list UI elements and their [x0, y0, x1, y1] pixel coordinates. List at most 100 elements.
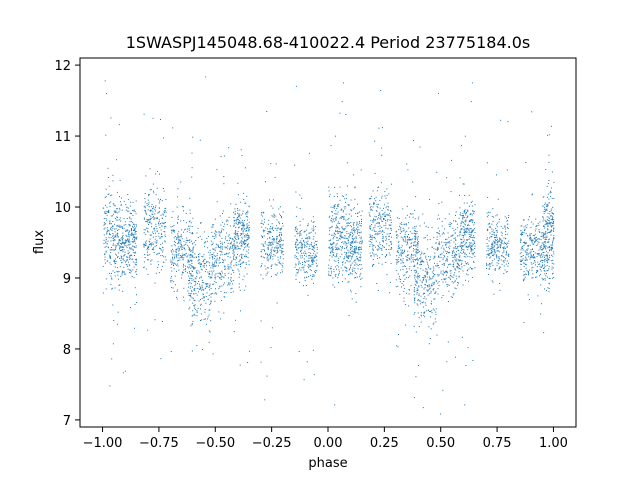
data-point	[356, 276, 358, 278]
data-point	[503, 237, 505, 239]
data-point	[543, 245, 545, 247]
data-point	[299, 208, 301, 209]
data-point	[160, 249, 162, 251]
data-point	[244, 220, 245, 222]
data-point	[268, 219, 270, 221]
data-point	[128, 238, 130, 240]
data-point	[370, 198, 372, 200]
data-point	[164, 208, 166, 209]
data-point	[152, 231, 153, 233]
data-point	[486, 265, 488, 266]
data-point	[276, 239, 278, 241]
data-point	[220, 246, 222, 248]
data-point	[460, 241, 462, 243]
data-point	[359, 232, 361, 234]
data-point	[546, 216, 548, 218]
data-point	[300, 242, 302, 244]
data-point	[201, 280, 203, 281]
data-point	[524, 264, 526, 265]
data-point	[127, 250, 129, 252]
data-point	[126, 235, 128, 237]
data-point	[420, 268, 422, 270]
data-point	[406, 205, 408, 207]
data-point	[425, 280, 427, 282]
data-point	[194, 285, 196, 287]
data-point	[404, 249, 406, 251]
data-point	[193, 257, 195, 259]
data-point	[390, 262, 392, 264]
data-point	[521, 261, 522, 263]
data-point	[505, 254, 507, 256]
data-point	[432, 308, 434, 310]
data-point	[221, 242, 223, 244]
data-point	[340, 234, 342, 236]
data-point	[437, 218, 439, 220]
data-point	[224, 273, 226, 275]
data-point	[353, 174, 355, 176]
data-point	[400, 231, 402, 233]
data-point	[130, 269, 131, 271]
data-point	[400, 262, 402, 264]
data-point	[390, 233, 391, 234]
data-point	[546, 265, 548, 266]
data-point	[553, 198, 555, 200]
data-point	[143, 218, 145, 220]
data-point	[552, 239, 554, 241]
data-point	[436, 334, 438, 336]
data-point	[428, 326, 430, 328]
data-point	[544, 234, 546, 236]
data-point	[134, 225, 135, 227]
data-point	[402, 237, 404, 239]
data-point	[248, 264, 250, 266]
data-point	[171, 270, 173, 272]
data-point	[186, 239, 188, 241]
data-point	[176, 264, 178, 266]
data-point	[530, 233, 532, 235]
data-point	[205, 241, 207, 243]
data-point	[131, 241, 133, 242]
data-point	[216, 293, 218, 295]
data-point	[242, 210, 244, 212]
data-point	[152, 247, 154, 249]
data-point	[388, 233, 390, 235]
data-point	[432, 323, 434, 325]
data-point	[548, 134, 550, 136]
data-point	[429, 277, 431, 279]
data-point	[468, 229, 470, 231]
data-point	[158, 207, 160, 209]
data-point	[553, 181, 555, 183]
data-point	[105, 245, 107, 247]
data-point	[536, 239, 537, 241]
data-point	[149, 222, 151, 224]
data-point	[495, 268, 496, 270]
data-point	[203, 297, 205, 299]
data-point	[416, 276, 418, 278]
data-point	[382, 240, 384, 242]
data-point	[374, 236, 375, 238]
data-point	[344, 198, 346, 200]
data-point	[301, 254, 303, 256]
data-point	[143, 243, 145, 245]
data-point	[470, 232, 472, 233]
data-point	[223, 183, 225, 185]
data-point	[265, 181, 266, 183]
data-point	[546, 225, 548, 227]
data-point	[105, 242, 107, 244]
data-point	[389, 216, 391, 218]
data-point	[221, 270, 223, 272]
data-point	[378, 222, 380, 224]
data-point	[546, 255, 548, 257]
data-point	[128, 258, 130, 260]
data-point	[276, 274, 278, 276]
data-point	[418, 300, 420, 302]
data-point	[239, 234, 241, 236]
data-point	[375, 231, 377, 233]
data-point	[469, 213, 471, 215]
data-point	[423, 277, 425, 279]
data-point	[537, 253, 539, 254]
data-point	[458, 271, 460, 273]
data-point	[170, 351, 172, 352]
data-point	[359, 222, 360, 224]
data-point	[240, 214, 242, 216]
data-point	[534, 257, 536, 259]
